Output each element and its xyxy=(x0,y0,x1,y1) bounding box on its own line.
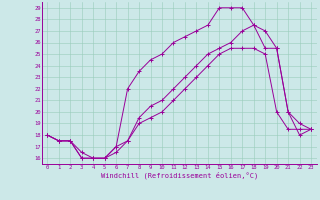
X-axis label: Windchill (Refroidissement éolien,°C): Windchill (Refroidissement éolien,°C) xyxy=(100,171,258,179)
